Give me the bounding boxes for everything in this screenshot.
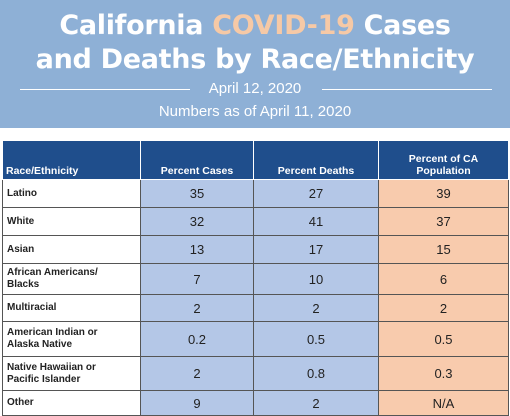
column-header: Percent Deaths: [253, 140, 379, 180]
row-label-cell: Multiracial: [2, 294, 141, 322]
title-highlight: COVID-19: [212, 10, 355, 41]
table-row: African Americans/ Blacks 7 10 6: [2, 263, 509, 295]
row-label: African Americans/ Blacks: [7, 267, 98, 290]
table-row: American Indian or Alaska Native 0.2 0.5 0.…: [2, 321, 509, 357]
data-cell: 35: [140, 179, 254, 208]
column-header: Race/Ethnicity: [2, 140, 141, 180]
data-cell: 2: [253, 390, 379, 416]
rule: [322, 89, 492, 90]
data-cell: 0.2: [140, 321, 254, 357]
row-label-cell: White: [2, 207, 141, 236]
title-line: and Deaths by Race/Ethnicity: [35, 44, 475, 75]
table-row: Other 9 2 N/A: [2, 390, 509, 416]
subtitle: Numbers as of April 11, 2020: [158, 103, 352, 120]
row-label: Other: [7, 397, 34, 408]
date: April 12, 2020: [208, 80, 302, 97]
data-cell: 27: [253, 179, 379, 208]
data-cell: 15: [378, 235, 509, 264]
row-label-cell: Asian: [2, 235, 141, 264]
data-cell: 9: [140, 390, 254, 416]
row-label-cell: Latino: [2, 179, 141, 208]
data-cell: 2: [378, 294, 509, 322]
title-line: California COVID-19 Cases: [0, 10, 510, 42]
data-cell: 2: [140, 356, 254, 391]
data-cell: 0.3: [378, 356, 509, 391]
data-cell: 41: [253, 207, 379, 236]
row-label: Latino: [7, 187, 37, 199]
row-label-cell: American Indian or Alaska Native: [2, 321, 141, 357]
table-row: Multiracial 2 2 2: [2, 294, 509, 322]
column-header: Percent of CA Population: [378, 140, 509, 180]
data-cell: 2: [253, 294, 379, 322]
table-row: Latino 35 27 39: [2, 179, 509, 208]
table-body: Latino 35 27 39 White 32 41 37 Asian 13 17 15 Africa…: [2, 179, 509, 416]
data-cell: 2: [140, 294, 254, 322]
title-text: Cases: [363, 10, 451, 41]
data-cell: 10: [253, 263, 379, 295]
column-header: Percent Cases: [140, 140, 254, 180]
data-cell: 0.5: [378, 321, 509, 357]
row-label: White: [7, 215, 35, 227]
table-row: Native Hawaiian or Pacific Islander 2 0.8 0…: [2, 356, 509, 391]
table-row: White 32 41 37: [2, 207, 509, 236]
data-table: Race/Ethnicity Percent Cases Percent Death…: [2, 140, 509, 416]
rule: [20, 89, 190, 90]
data-cell: 37: [378, 207, 509, 236]
data-cell: 39: [378, 179, 509, 208]
data-cell: 6: [378, 263, 509, 295]
data-cell: N/A: [378, 390, 509, 416]
row-label-cell: Native Hawaiian or Pacific Islander: [2, 356, 141, 391]
title-text: California: [59, 10, 204, 41]
header-row: Race/Ethnicity Percent Cases Percent Death…: [2, 140, 509, 180]
data-cell: 13: [140, 235, 254, 264]
data-cell: 0.8: [253, 356, 379, 391]
row-label: American Indian or Alaska Native: [7, 327, 98, 350]
row-label: Multiracial: [7, 302, 57, 313]
data-cell: 17: [253, 235, 379, 264]
data-cell: 0.5: [253, 321, 379, 357]
row-label-cell: African Americans/ Blacks: [2, 263, 141, 295]
row-label-cell: Other: [2, 390, 141, 416]
row-label: Native Hawaiian or Pacific Islander: [7, 361, 96, 385]
row-label: Asian: [7, 243, 35, 255]
header: California COVID-19 Cases and Deaths by …: [0, 0, 510, 128]
table-row: Asian 13 17 15: [2, 235, 509, 264]
data-cell: 7: [140, 263, 254, 295]
data-cell: 32: [140, 207, 254, 236]
